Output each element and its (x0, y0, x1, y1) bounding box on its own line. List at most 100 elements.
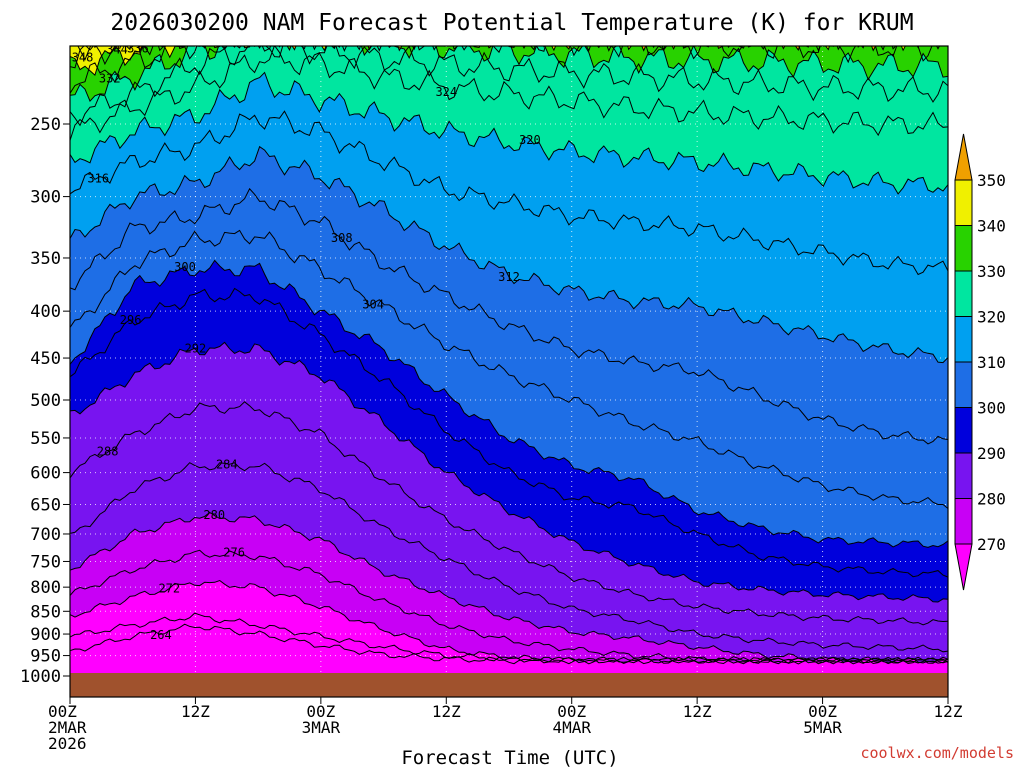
colorbar-segment (954, 270, 973, 317)
x-tick-label: 12Z (683, 702, 712, 721)
isentrope-label-292: 292 (185, 342, 207, 356)
colorbar: 350 340 330 320 310 300 290 280 270 (954, 133, 1006, 591)
x-tick-label: 12Z (934, 702, 963, 721)
isentrope-316 (70, 110, 948, 276)
y-tick-label: 550 (30, 429, 61, 449)
isentrope-label-276: 276 (223, 545, 245, 559)
isentrope-label-264: 264 (150, 628, 172, 642)
y-tick-label: 900 (30, 625, 61, 645)
isentrope-284 (70, 462, 948, 653)
isentrope-308 (70, 187, 948, 445)
x-tick-label: 5MAR (803, 718, 842, 737)
x-tick-label: 00Z (808, 702, 837, 721)
isentrope-label-352: 352 (72, 23, 94, 37)
y-tick-label: 650 (30, 495, 61, 515)
isentrope-label-284: 284 (216, 457, 238, 471)
colorbar-label: 270 (977, 535, 1006, 554)
ground-layer (70, 673, 948, 697)
isentrope-336 (70, 46, 939, 94)
y-tick-label: 300 (30, 188, 61, 208)
isentrope-292 (70, 341, 948, 603)
y-tick-label: 450 (30, 349, 61, 369)
ground (70, 673, 948, 697)
x-axis-label: Forecast Time (UTC) (401, 747, 618, 768)
isentrope-label-288: 288 (97, 444, 119, 458)
colorbar-segment (954, 225, 973, 272)
x-tick-label: 12Z (432, 702, 461, 721)
colorbar-label: 310 (977, 353, 1006, 372)
colorbar-label: 330 (977, 262, 1006, 281)
y-tick-label: 600 (30, 464, 61, 484)
colorbar-label: 300 (977, 399, 1006, 418)
colorbar-label: 320 (977, 308, 1006, 327)
plot-area: 264 272 276 280 284 288 292 296 300 304 308 312 316 3… (70, 23, 948, 697)
plot-frame (69, 45, 949, 698)
x-tick-label: 00Z (557, 702, 586, 721)
isentrope-label-320: 320 (519, 133, 541, 147)
isentrope-label-336: 336 (127, 42, 149, 56)
y-tick-label: 1000 (20, 667, 61, 687)
isentrope-label-348: 348 (72, 51, 94, 65)
x-tick-label: 12Z (181, 702, 210, 721)
colorbar-segment (954, 498, 973, 545)
isentrope-332 (70, 46, 948, 103)
y-tick-label: 950 (30, 647, 61, 667)
isentrope-label-332: 332 (99, 72, 121, 86)
isentrope-label-300: 300 (174, 260, 196, 274)
y-tick-label: 400 (30, 302, 61, 322)
filled-contours (70, 46, 948, 697)
colorbar-segment (954, 361, 973, 408)
isentrope-label-308: 308 (331, 231, 353, 245)
colorbar-segment (954, 316, 973, 363)
isentrope-label-296: 296 (120, 313, 142, 327)
isentrope-label-280: 280 (203, 508, 225, 522)
isentrope-280 (70, 511, 948, 665)
x-tick-label: 4MAR (552, 718, 591, 737)
x-tick-label: 3MAR (302, 718, 341, 737)
isentrope-labels: 264 272 276 280 284 288 292 296 300 304 308 312 316 3… (72, 23, 541, 642)
colorbar-label: 350 (977, 171, 1006, 190)
isentrope-304 (70, 229, 948, 509)
isentrope-272 (70, 579, 948, 665)
band-fill-320 (70, 46, 948, 194)
y-tick-label: 250 (30, 115, 61, 135)
colorbar-label: 280 (977, 490, 1006, 509)
isentrope-296 (70, 287, 948, 578)
y-tick-label: 750 (30, 552, 61, 572)
chart-title: 2026030200 NAM Forecast Potential Temper… (110, 10, 913, 36)
y-tick-label: 700 (30, 525, 61, 545)
credit-text: coolwx.com/models (860, 744, 1014, 762)
isentrope-label-312: 312 (498, 270, 520, 284)
colorbar-segment (954, 179, 973, 226)
y-tick-label: 800 (30, 578, 61, 598)
colorbar-segment (954, 452, 973, 499)
x-tick-label: 2MAR (48, 718, 87, 737)
isentrope-352 (93, 46, 948, 52)
isentrope-320 (70, 71, 948, 195)
y-axis: 250 300 350 400 450 500 550 600 650 700 750 800 850 9… (20, 115, 70, 687)
colorbar-label: 290 (977, 444, 1006, 463)
isentrope-276 (70, 549, 948, 665)
isentrope-288 (70, 401, 948, 626)
colorbar-bottom-arrow (954, 543, 973, 591)
x-tick-label: 2026 (48, 734, 87, 753)
isentrope-label-304: 304 (362, 297, 384, 311)
x-tick-label: 00Z (306, 702, 335, 721)
colorbar-top-arrow (954, 133, 973, 181)
y-tick-label: 500 (30, 391, 61, 411)
band-fill-330 (70, 46, 948, 102)
isentrope-label-316: 316 (87, 171, 109, 185)
isentrope-312 (70, 145, 948, 364)
x-tick-label: 00Z (48, 702, 77, 721)
colorbar-label: 340 (977, 217, 1006, 236)
isentrope-300 (70, 259, 948, 548)
grid-lines (70, 46, 948, 697)
isentrope-label-344: 344 (106, 42, 128, 56)
y-tick-label: 350 (30, 249, 61, 269)
isentrope-label-272: 272 (158, 582, 180, 596)
colorbar-segment (954, 407, 973, 454)
isentrope-label-324: 324 (435, 85, 457, 99)
y-tick-label: 850 (30, 602, 61, 622)
